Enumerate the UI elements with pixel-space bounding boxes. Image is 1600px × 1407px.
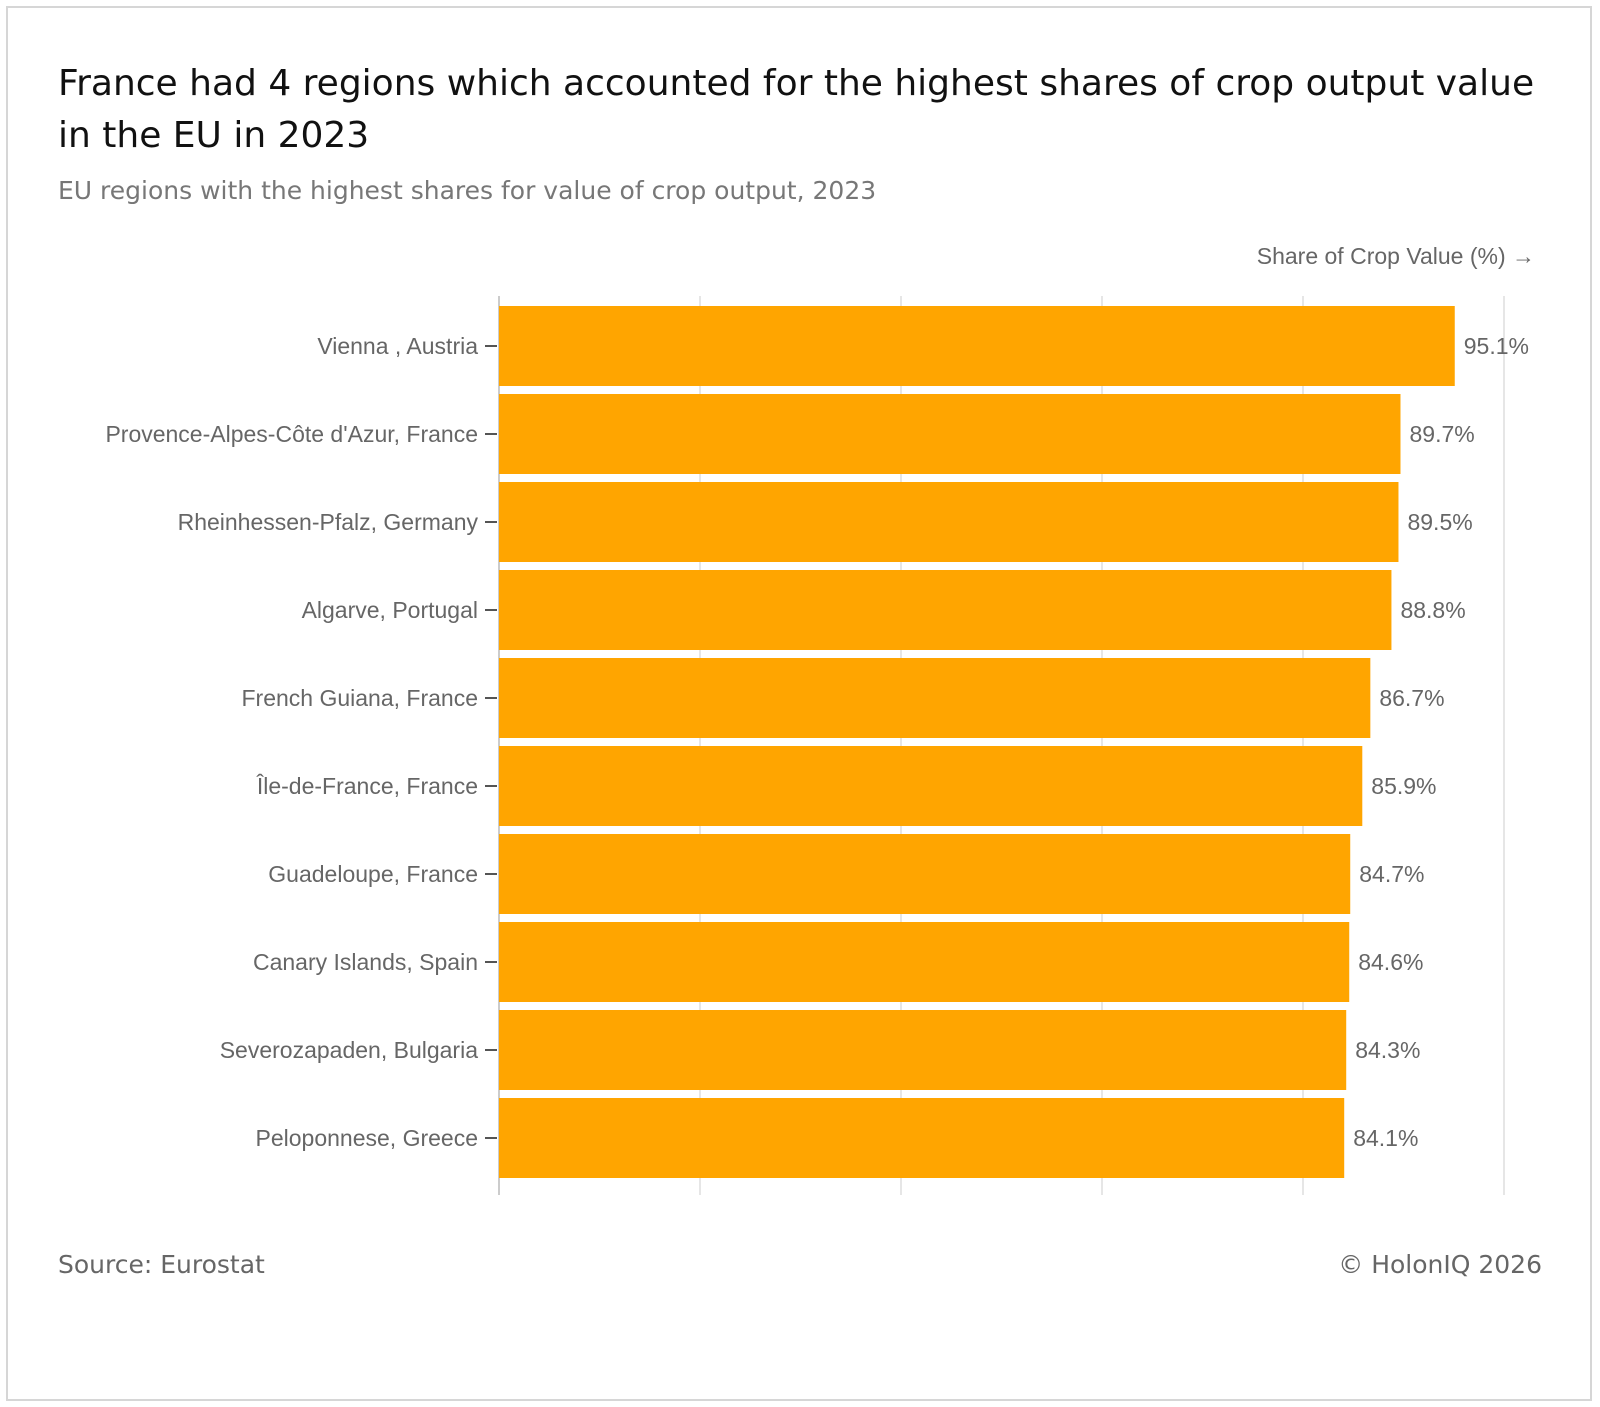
bar[interactable] [499,1010,1347,1090]
bar[interactable] [499,482,1399,562]
category-label: Canary Islands, Spain [253,949,478,975]
bar[interactable] [499,834,1351,914]
category-label: French Guiana, France [241,685,478,711]
chart-title: France had 4 regions which accounted for… [58,63,1535,156]
value-label: 84.7% [1359,861,1424,887]
bar[interactable] [499,658,1371,738]
bar[interactable] [499,922,1350,1002]
category-label: Guadeloupe, France [268,861,478,887]
value-label: 84.3% [1355,1037,1420,1063]
value-label: 86.7% [1379,685,1444,711]
bar[interactable] [499,746,1363,826]
category-label: Île-de-France, France [256,773,478,799]
category-label: Provence-Alpes-Côte d'Azur, France [105,421,478,447]
value-label: 89.5% [1407,509,1472,535]
x-axis-title: Share of Crop Value (%) → [1257,243,1535,269]
value-label: 88.8% [1400,597,1465,623]
category-label: Peloponnese, Greece [256,1125,479,1151]
category-label: Vienna , Austria [317,333,478,359]
copyright-note: © HolonIQ 2026 [1338,1250,1542,1279]
value-label: 89.7% [1409,421,1474,447]
bar[interactable] [499,306,1455,386]
labels: Vienna , Austria 95.1% Provence-Alpes-Côte… [105,333,1529,1151]
category-label: Algarve, Portugal [302,597,478,623]
bars [499,306,1455,1178]
value-label: 85.9% [1371,773,1436,799]
bar[interactable] [499,394,1401,474]
category-label: Rheinhessen-Pfalz, Germany [178,509,479,535]
chart-subtitle: EU regions with the highest shares for v… [58,176,877,205]
value-label: 95.1% [1464,333,1529,359]
bar[interactable] [499,570,1392,650]
category-label: Severozapaden, Bulgaria [220,1037,478,1063]
value-label: 84.1% [1353,1125,1418,1151]
value-label: 84.6% [1358,949,1423,975]
bar[interactable] [499,1098,1345,1178]
source-note: Source: Eurostat [58,1250,265,1279]
